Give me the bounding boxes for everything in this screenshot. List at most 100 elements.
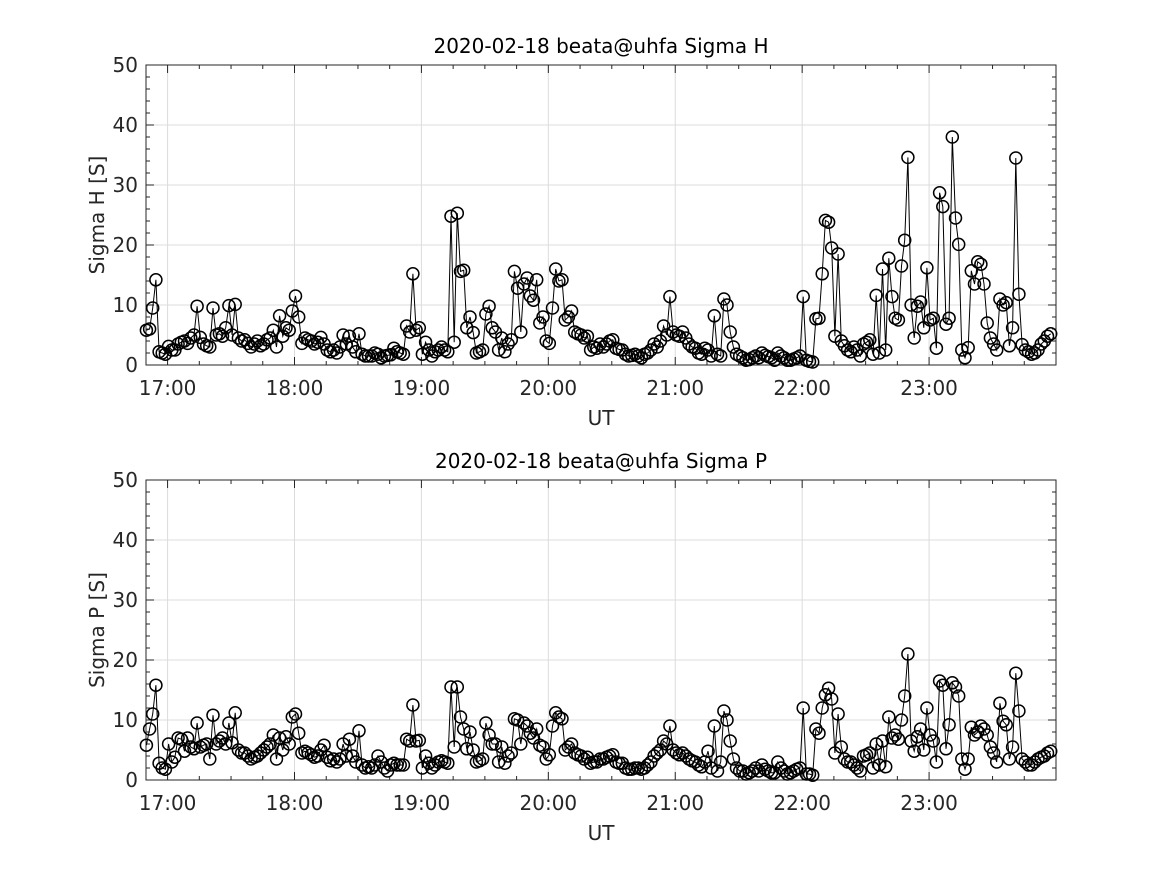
data-point: [555, 712, 569, 726]
data-point: [866, 347, 880, 361]
data-point: [447, 740, 461, 754]
y-tick-label: 0: [125, 353, 138, 377]
data-point: [837, 752, 852, 766]
data-point: [878, 760, 893, 774]
data-point: [850, 761, 864, 775]
x-tick-label: 20:00: [520, 376, 578, 400]
data-point: [796, 289, 810, 304]
data-point: [485, 321, 499, 335]
y-tick-label: 50: [113, 468, 138, 492]
sigma-p-panel: 17:00 18:00 19:00 20:00 21:00 22:00 23:00 0 10 20…: [85, 449, 1058, 845]
data-point: [574, 328, 588, 342]
data-point: [913, 295, 928, 309]
data-point: [456, 263, 471, 277]
data-point: [723, 734, 737, 748]
data-point: [504, 746, 519, 760]
data-point: [824, 692, 839, 706]
data-point: [872, 346, 887, 360]
data-point: [901, 647, 915, 661]
sigma-h-panel: 17:00 18:00 19:00 20:00 21:00 22:00 23:00 0 10 20…: [85, 34, 1058, 430]
data-point: [974, 257, 988, 271]
data-point: [218, 737, 233, 751]
series-line: [146, 136, 1051, 363]
data-point: [390, 758, 404, 772]
data-point: [796, 701, 810, 715]
data-point: [418, 335, 433, 349]
data-point: [961, 340, 975, 355]
data-point: [726, 752, 741, 766]
data-point: [466, 743, 480, 757]
data-point: [260, 333, 274, 347]
data-point: [863, 746, 877, 760]
data-point: [999, 718, 1013, 732]
data-point: [996, 714, 1010, 728]
data-point: [948, 211, 963, 225]
data-point: [929, 341, 944, 355]
data-point: [409, 323, 423, 337]
data-point: [241, 336, 255, 351]
y-tick-label: 10: [113, 708, 138, 732]
y-tick-label: 10: [113, 293, 138, 317]
data-point: [704, 349, 718, 363]
data-point: [222, 298, 236, 313]
data-point: [460, 742, 474, 756]
data-point: [574, 749, 588, 763]
data-point: [859, 335, 874, 349]
data-point: [456, 722, 471, 736]
data-point: [203, 340, 217, 354]
data-point: [463, 310, 477, 324]
data-point: [396, 347, 411, 361]
data-point: [450, 680, 465, 694]
data-point: [336, 328, 350, 342]
x-tick-label: 23:00: [900, 791, 958, 815]
data-point: [717, 704, 731, 718]
data-point: [491, 343, 506, 357]
data-point: [986, 746, 1001, 760]
y-tick-label: 0: [125, 768, 138, 792]
data-point: [745, 764, 760, 778]
y-tick-label: 50: [113, 53, 138, 77]
data-point: [964, 264, 979, 278]
data-point: [326, 343, 341, 357]
data-point: [291, 310, 306, 324]
chart-title: 2020-02-18 beata@uhfa Sigma P: [435, 449, 767, 473]
data-point: [888, 728, 902, 742]
data-point: [869, 288, 883, 303]
data-point: [897, 689, 912, 703]
data-point: [999, 295, 1013, 310]
data-point: [736, 351, 750, 365]
data-point: [520, 271, 534, 285]
data-point: [180, 731, 195, 745]
data-point: [317, 738, 331, 752]
data-point: [495, 740, 509, 754]
data-point: [951, 237, 966, 252]
data-point: [517, 716, 531, 730]
data-point: [701, 744, 715, 758]
data-point: [955, 343, 969, 357]
data-point: [193, 330, 208, 345]
data-point: [891, 313, 906, 327]
data-point: [545, 301, 560, 315]
data-point: [352, 327, 366, 341]
data-point: [672, 329, 687, 343]
data-point: [358, 349, 373, 363]
x-tick-label: 17:00: [139, 791, 197, 815]
data-point: [142, 722, 157, 736]
data-point: [650, 746, 664, 760]
data-point: [1012, 704, 1026, 718]
data-point: [710, 764, 725, 778]
data-point: [713, 349, 728, 363]
data-point: [206, 301, 220, 315]
data-point: [361, 349, 376, 363]
data-point: [875, 734, 890, 748]
data-point: [894, 713, 909, 727]
x-axis-label: UT: [588, 821, 616, 845]
data-point: [447, 335, 461, 349]
data-point: [330, 755, 344, 769]
y-tick-label: 30: [113, 173, 138, 197]
y-tick-label: 40: [113, 528, 138, 552]
data-point: [145, 707, 160, 721]
data-point: [501, 337, 515, 351]
data-point: [669, 746, 684, 760]
y-tick-label: 40: [113, 113, 138, 137]
